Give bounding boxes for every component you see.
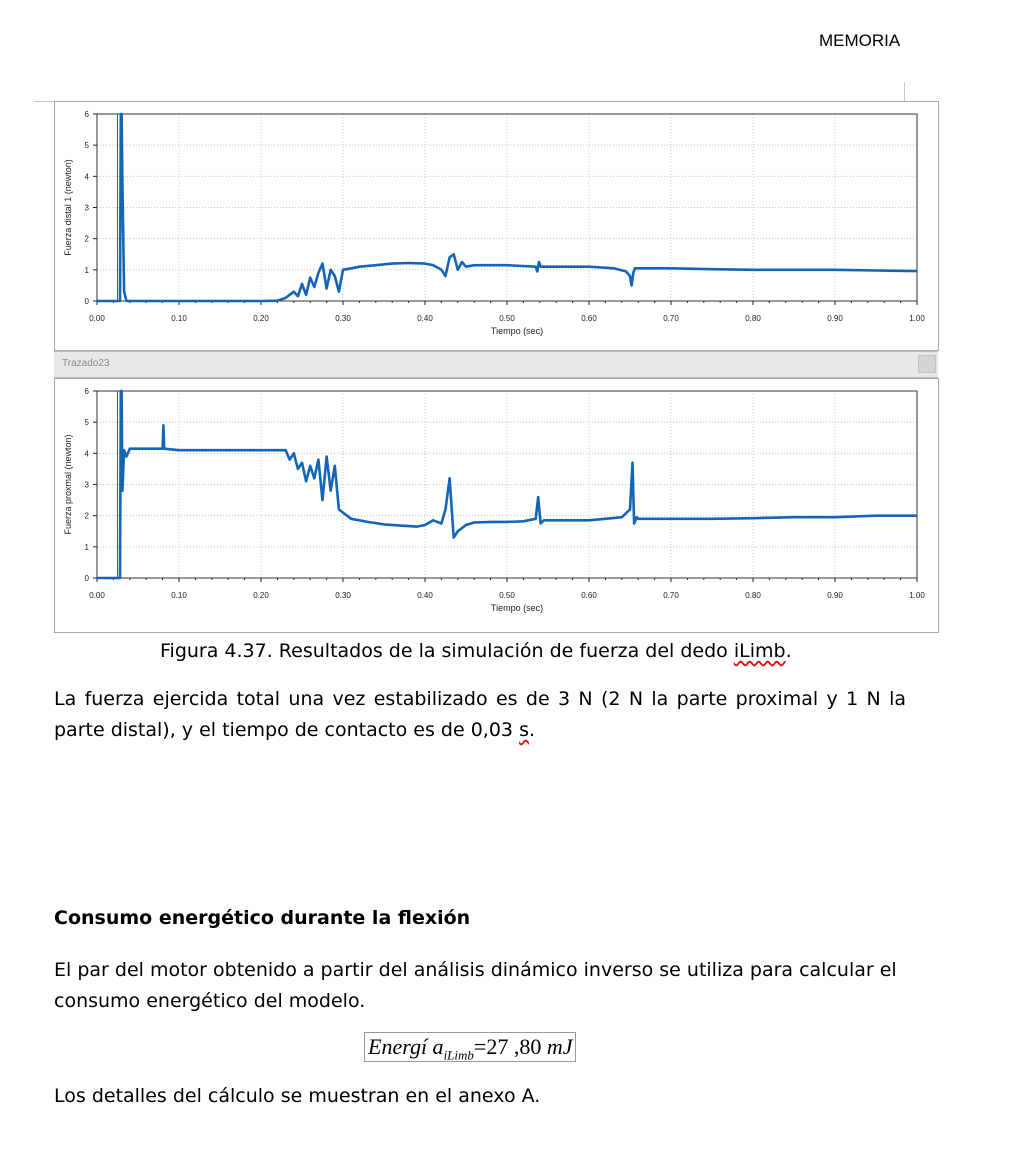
x-tick-label: 1.00 [909, 314, 925, 323]
y-tick-label: 6 [85, 110, 90, 119]
paragraph-results-unit: s [519, 719, 529, 741]
x-tick-label: 0.80 [745, 591, 761, 600]
y-tick-label: 0 [85, 574, 90, 583]
paragraph-annex: Los detalles del cálculo se muestran en … [54, 1085, 541, 1107]
y-tick-label: 1 [85, 266, 90, 275]
caption-prefix: Figura 4.37. Resultados de la simulación… [160, 640, 734, 662]
header-corner-mark [904, 82, 905, 101]
y-tick-label: 3 [85, 481, 90, 490]
x-tick-label: 0.30 [335, 314, 351, 323]
x-tick-label: 0.10 [171, 314, 187, 323]
x-tick-label: 0.10 [171, 591, 187, 600]
figure-caption: Figura 4.37. Resultados de la simulación… [160, 640, 792, 662]
x-tick-label: 0.20 [253, 591, 269, 600]
y-axis-label: Fuerza distal 1 (newton) [63, 159, 73, 256]
plot-window-titlebar[interactable]: Trazado23 [54, 351, 938, 378]
y-axis-label: Fuerza proxmal (newton) [63, 434, 73, 534]
x-tick-label: 0.70 [663, 591, 679, 600]
y-tick-label: 5 [85, 418, 90, 427]
formula-equals: = [473, 1034, 487, 1059]
y-tick-label: 5 [85, 141, 90, 150]
y-tick-label: 0 [85, 297, 90, 306]
formula-unit: mJ [546, 1034, 573, 1059]
caption-suffix: . [785, 640, 792, 662]
series-line [97, 112, 918, 303]
caption-term: iLimb [733, 640, 786, 662]
y-tick-label: 2 [85, 512, 90, 521]
x-tick-label: 0.20 [253, 314, 269, 323]
paragraph-results-text: La fuerza ejercida total una vez estabil… [54, 688, 906, 741]
section-heading: Consumo energético durante la flexión [54, 907, 471, 929]
plot-frame [96, 113, 918, 302]
formula-subscript: iLimb [443, 1047, 474, 1063]
plot-frame [96, 390, 918, 579]
x-tick-label: 0.70 [663, 314, 679, 323]
chart-panel-distal: 0.00 0.10 0.20 0.30 0.40 0.50 0.60 0.70 0.80 0.90… [54, 101, 939, 351]
x-tick-label: 0.80 [745, 314, 761, 323]
x-tick-label: 0.50 [499, 314, 515, 323]
chart-distal-force: 0.00 0.10 0.20 0.30 0.40 0.50 0.60 0.70 0.80 0.90… [63, 110, 925, 336]
paragraph-results: La fuerza ejercida total una vez estabil… [54, 684, 906, 746]
x-axis-label: Tiempo (sec) [491, 603, 543, 613]
page-header-section: MEMORIA [819, 31, 901, 50]
x-tick-label: 0.90 [827, 591, 843, 600]
y-tick-label: 3 [85, 204, 90, 213]
paragraph-results-end: . [528, 719, 536, 741]
x-tick-label: 0.40 [417, 591, 433, 600]
series-line [97, 389, 917, 580]
y-tick-label: 6 [85, 387, 90, 396]
x-tick-label: 0.30 [335, 591, 351, 600]
y-tick-label: 4 [85, 449, 90, 458]
x-tick-label: 0.60 [581, 591, 597, 600]
y-tick-label: 4 [85, 172, 90, 181]
paragraph-energy: El par del motor obtenido a partir del a… [54, 959, 897, 1012]
chart-panel-proximal: 0.00 0.10 0.20 0.30 0.40 0.50 0.60 0.70 0.80 0.90… [54, 378, 939, 633]
plot-window-button-icon[interactable] [918, 355, 936, 373]
x-tick-label: 0.90 [827, 314, 843, 323]
x-tick-label: 0.40 [417, 314, 433, 323]
y-tick-label: 1 [85, 543, 90, 552]
formula-value: 27 ,80 [486, 1034, 542, 1059]
x-tick-label: 0.50 [499, 591, 515, 600]
x-tick-label: 0.60 [581, 314, 597, 323]
x-tick-label: 0.00 [89, 314, 105, 323]
plot-window-title: Trazado23 [62, 358, 110, 369]
x-axis-label: Tiempo (sec) [491, 326, 543, 336]
y-tick-label: 2 [85, 235, 90, 244]
x-tick-label: 0.00 [89, 591, 105, 600]
chart-proximal-force: 0.00 0.10 0.20 0.30 0.40 0.50 0.60 0.70 0.80 0.90… [63, 387, 925, 613]
x-tick-label: 1.00 [909, 591, 925, 600]
energy-formula: Energí aiLimb=27 ,80 mJ [364, 1032, 577, 1063]
formula-lhs: Energí a [368, 1034, 444, 1059]
